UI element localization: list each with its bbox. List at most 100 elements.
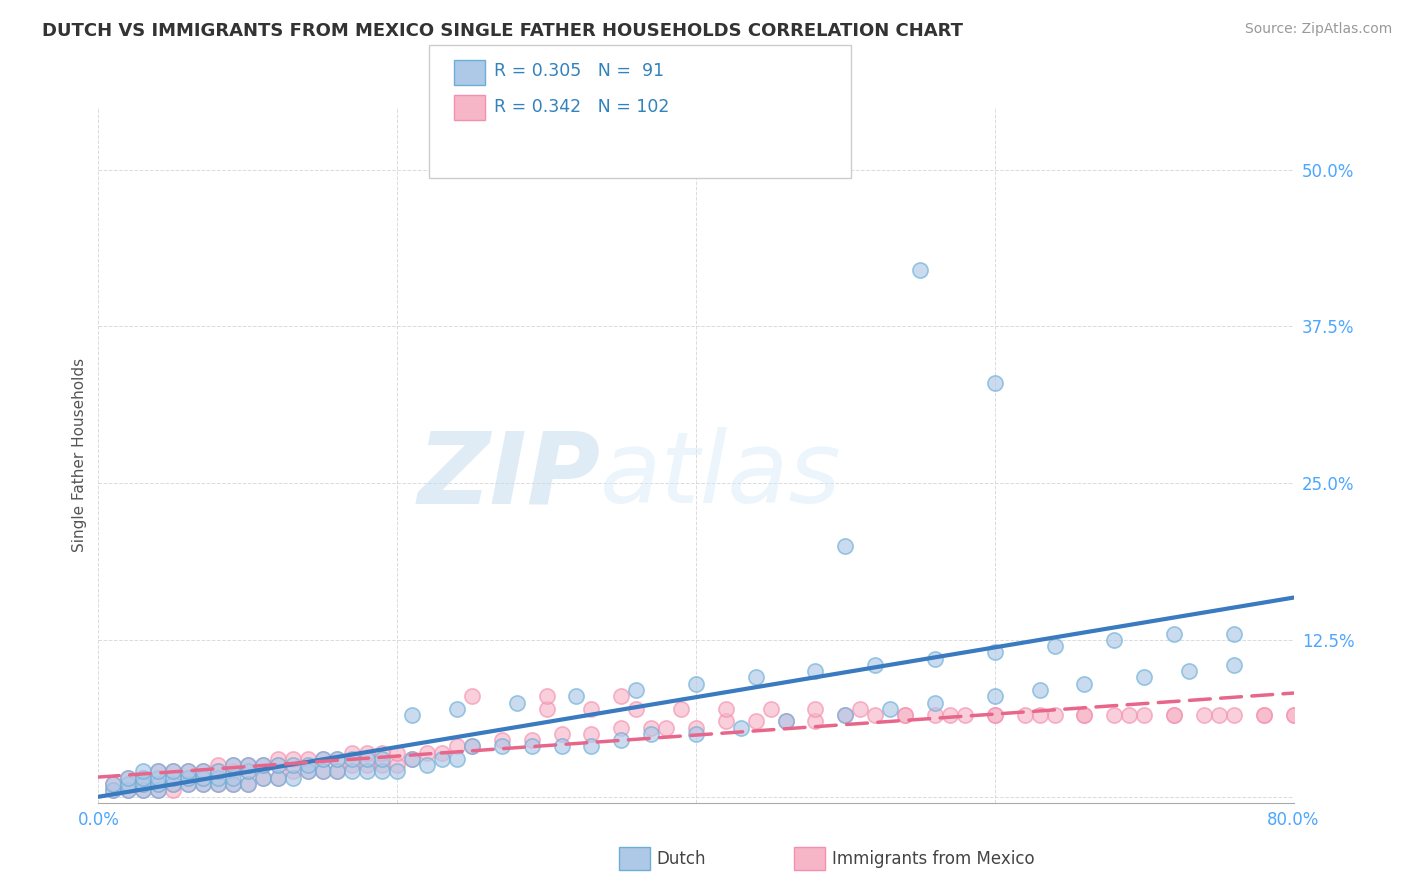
Point [446,702,468,716]
Point [371,746,394,760]
Point [252,758,274,772]
Text: DUTCH VS IMMIGRANTS FROM MEXICO SINGLE FATHER HOUSEHOLDS CORRELATION CHART: DUTCH VS IMMIGRANTS FROM MEXICO SINGLE F… [42,22,963,40]
Point [730,721,752,735]
Point [385,764,409,779]
Point [640,721,662,735]
Point [281,771,304,785]
Point [281,752,304,766]
Point [162,783,184,797]
Point [177,777,200,791]
Point [1014,708,1036,723]
Point [624,702,647,716]
Point [191,764,214,779]
Point [506,696,529,710]
Point [924,708,946,723]
Point [983,690,1005,704]
Point [222,771,245,785]
Point [311,752,333,766]
Point [252,771,274,785]
Point [714,702,737,716]
Point [446,752,468,766]
Point [983,708,1005,723]
Point [461,739,484,754]
Point [581,727,603,741]
Point [865,657,887,672]
Point [207,758,229,772]
Point [132,764,155,779]
Point [356,746,378,760]
Point [326,752,349,766]
Point [117,771,139,785]
Point [581,702,603,716]
Point [148,783,170,797]
Point [103,777,125,791]
Point [430,746,453,760]
Point [624,683,647,698]
Point [267,758,290,772]
Point [191,771,214,785]
Point [401,752,423,766]
Point [520,739,543,754]
Point [939,708,962,723]
Point [252,758,274,772]
Y-axis label: Single Father Households: Single Father Households [72,358,87,552]
Point [162,777,184,791]
Point [103,783,125,797]
Point [685,721,707,735]
Point [1073,708,1095,723]
Point [236,758,259,772]
Point [267,771,290,785]
Point [983,376,1005,390]
Point [356,764,378,779]
Point [281,764,304,779]
Point [401,708,423,723]
Point [371,764,394,779]
Point [804,702,827,716]
Point [879,702,901,716]
Point [222,758,245,772]
Point [236,764,259,779]
Point [983,708,1005,723]
Point [297,752,319,766]
Point [297,764,319,779]
Point [326,764,349,779]
Point [550,739,572,754]
Point [148,771,170,785]
Point [1043,639,1066,653]
Point [177,764,200,779]
Point [1073,708,1095,723]
Point [162,764,184,779]
Point [342,746,364,760]
Point [804,714,827,729]
Point [834,708,856,723]
Point [162,764,184,779]
Point [132,783,155,797]
Point [267,752,290,766]
Point [1208,708,1230,723]
Point [177,764,200,779]
Point [1133,708,1156,723]
Point [865,708,887,723]
Point [281,758,304,772]
Point [610,690,633,704]
Point [924,696,946,710]
Point [311,764,333,779]
Point [834,708,856,723]
Point [565,690,588,704]
Point [311,752,333,766]
Point [207,764,229,779]
Point [610,733,633,747]
Point [191,777,214,791]
Point [685,676,707,690]
Point [236,764,259,779]
Point [1104,632,1126,647]
Point [177,777,200,791]
Point [132,771,155,785]
Point [446,739,468,754]
Point [148,777,170,791]
Point [148,764,170,779]
Text: R = 0.342   N = 102: R = 0.342 N = 102 [494,98,669,116]
Point [148,777,170,791]
Point [117,771,139,785]
Point [191,777,214,791]
